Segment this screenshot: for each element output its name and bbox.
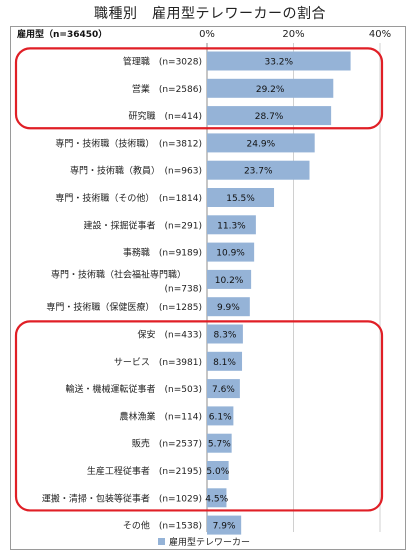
x-tick-label: 0% (199, 29, 215, 40)
bar (207, 297, 250, 317)
category-label: その他 (n=1538) (123, 520, 202, 532)
data-label: 5.0% (206, 467, 229, 477)
legend-swatch (158, 538, 165, 545)
bar (207, 215, 256, 235)
bar (207, 406, 234, 426)
category-label: 生産工程従事者 (n=2195) (87, 465, 202, 477)
bar (207, 324, 243, 344)
x-tick-label: 20% (282, 29, 304, 40)
chart-frame (10, 26, 406, 550)
x-tick-label: 40% (369, 29, 391, 40)
header-label: 雇用型（n=36450） (17, 28, 107, 40)
category-label: 事務職 (n=9189) (123, 247, 202, 259)
bar (207, 433, 232, 453)
bar (207, 351, 243, 371)
highlight-box (14, 320, 384, 512)
category-label: 管理職 (n=3028) (123, 56, 202, 68)
category-label: 建設・採掘従事者 (n=291) (84, 219, 202, 231)
bar (207, 488, 227, 508)
category-label: 専門・技術職（保健医療） (n=1285) (46, 301, 202, 313)
category-label: 販売 (n=2537) (132, 438, 202, 450)
bar (207, 188, 275, 207)
data-label: 7.9% (213, 522, 236, 532)
data-label: 11.3% (217, 221, 246, 231)
category-label: 専門・技術職（教員） (n=963) (70, 165, 202, 177)
data-label: 5.7% (208, 440, 231, 450)
bar (207, 78, 334, 98)
bar (207, 461, 229, 480)
category-label: 専門・技術職（社会福祉専門職） (51, 268, 186, 280)
bar (207, 269, 252, 289)
data-label: 7.6% (212, 385, 235, 395)
category-label: 研究職 (n=414) (129, 110, 202, 122)
data-label: 10.2% (215, 276, 244, 286)
legend-label: 雇用型テレワーカー (169, 536, 250, 548)
data-label: 24.9% (247, 139, 276, 149)
data-label: 9.9% (217, 303, 240, 313)
data-label: 28.7% (255, 112, 284, 122)
category-label: 専門・技術職（その他） (n=1814) (55, 192, 202, 204)
category-label: 農林漁業 (n=114) (120, 410, 202, 422)
bar (207, 379, 240, 399)
bar (207, 242, 255, 262)
bar (207, 160, 310, 180)
data-label: 6.1% (209, 412, 232, 422)
bar (207, 106, 332, 126)
data-label: 23.7% (244, 167, 273, 177)
highlight-box (14, 47, 384, 130)
category-label: 専門・技術職（技術職） (n=3812) (55, 137, 202, 149)
data-label: 29.2% (256, 85, 285, 95)
data-label: 4.5% (205, 494, 228, 504)
category-label: 保安 (n=433) (138, 329, 202, 341)
bar (207, 51, 351, 71)
bar (207, 133, 315, 153)
category-label: 輸送・機械運転従事者 (n=503) (66, 383, 202, 395)
category-label: サービス (n=3981) (114, 357, 202, 368)
data-label: 8.1% (213, 358, 236, 368)
category-label: 運搬・清掃・包装等従事者 (n=1029) (42, 492, 202, 504)
data-label: 8.3% (214, 331, 237, 341)
chart-title: 職種別 雇用型テレワーカーの割合 (94, 6, 326, 22)
data-label: 33.2% (264, 58, 293, 68)
data-label: 15.5% (226, 194, 255, 204)
data-label: 10.9% (216, 249, 245, 259)
category-label: 営業 (n=2586) (132, 83, 202, 95)
category-label: (n=738) (165, 284, 202, 294)
bar (207, 515, 242, 535)
